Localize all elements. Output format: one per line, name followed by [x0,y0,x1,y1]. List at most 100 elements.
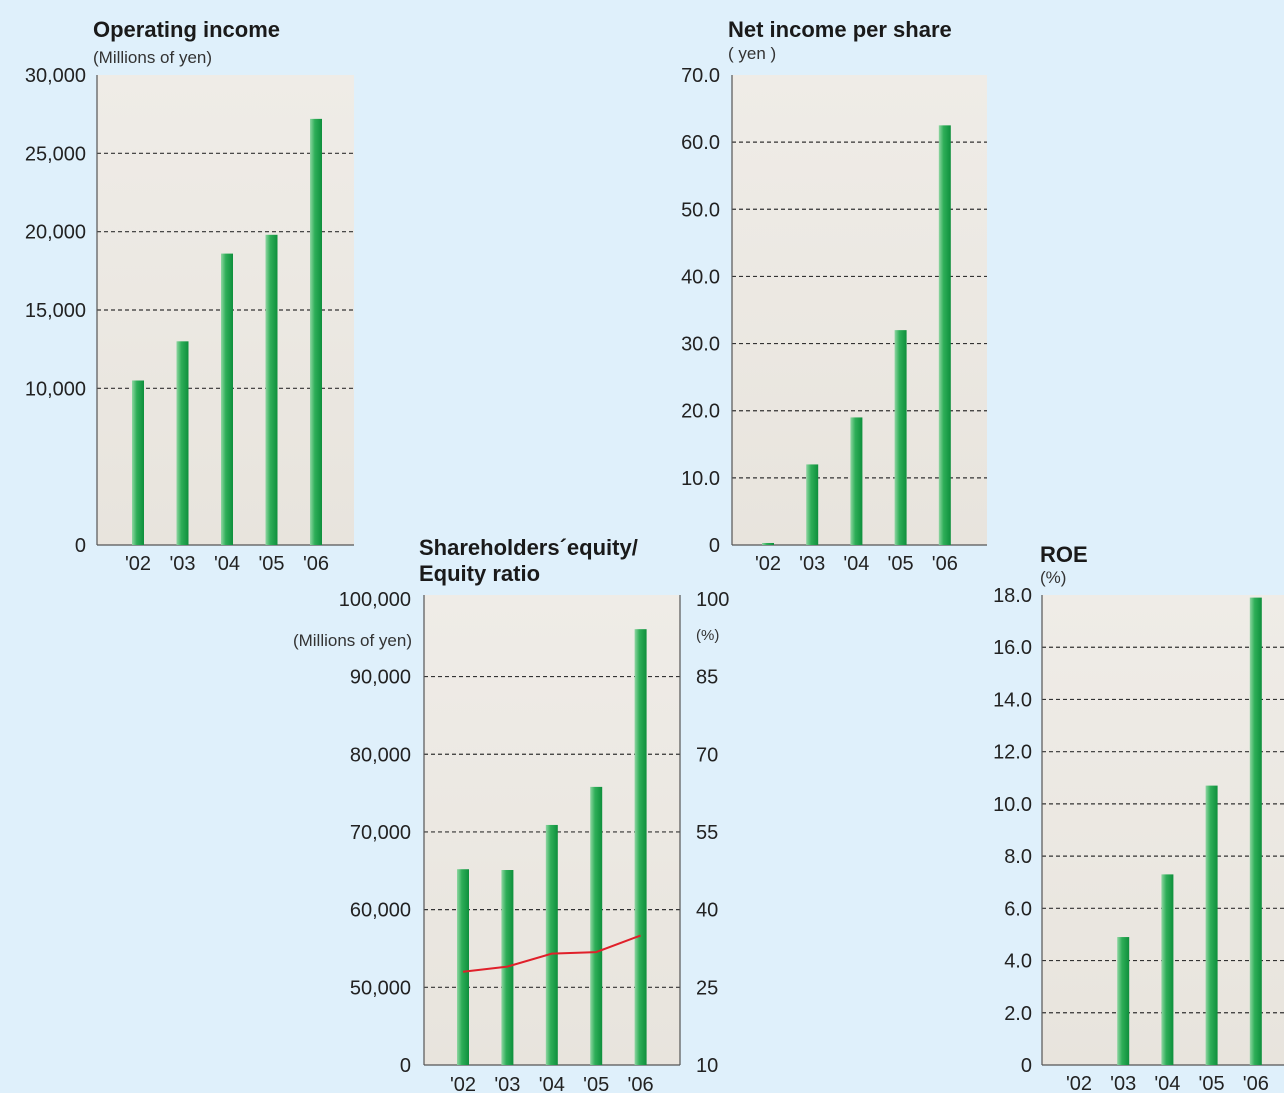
bar [221,253,233,545]
y-tick-label: 10,000 [25,378,86,400]
y-tick-label: 60.0 [681,132,720,154]
y-right-tick-label: 10 [696,1055,718,1077]
y-tick-label: 12.0 [993,742,1032,764]
x-tick-label: '03 [1110,1073,1136,1093]
y-tick-labels-right: 10 25 40 55 70 85 100 [696,589,729,1077]
bar [545,824,558,1065]
y-tick-label: 8.0 [1004,846,1032,868]
x-tick-label: '05 [583,1074,609,1093]
x-tick-label: '06 [932,553,958,575]
y-tick-label: 16.0 [993,637,1032,659]
chart-shareholders-equity: Shareholders´equity/ Equity ratio (Milli… [293,535,729,1093]
chart-unit: ( yen ) [728,44,776,63]
x-tick-label: '02 [125,553,151,575]
bar [310,118,322,545]
y-tick-label: 70,000 [350,822,411,844]
y-tick-label: 70.0 [681,65,720,87]
y-tick-label: 90,000 [350,667,411,689]
bar [457,869,469,1065]
y-tick-label: 20.0 [681,401,720,423]
bar [850,417,863,545]
chart-title: ROE [1040,542,1088,567]
right-axis-unit: (%) [696,627,719,644]
y-tick-label: 80,000 [350,744,411,766]
y-tick-labels: 0 10,000 15,000 20,000 25,000 30,000 [25,65,86,557]
series-line [462,934,641,973]
y-tick-label: 30.0 [681,334,720,356]
bar [132,380,144,545]
chart-unit: (%) [1040,568,1066,587]
y-right-tick-label: 55 [696,822,718,844]
x-tick-labels: '02 '03 '04 '05 '06 [125,553,329,575]
chart-unit: (Millions of yen) [93,48,212,67]
bar [1249,597,1262,1065]
bar [806,464,819,545]
equity-ratio-line [462,934,641,973]
bar [894,330,907,545]
x-tick-label: '05 [258,553,284,575]
y-tick-label: 10.0 [993,794,1032,816]
y-tick-label: 30,000 [25,65,86,87]
x-tick-label: '05 [888,553,914,575]
y-tick-label: 0 [1021,1055,1032,1077]
y-right-tick-label: 40 [696,900,718,922]
x-tick-label: '06 [1243,1073,1269,1093]
chart-title-line-2: Equity ratio [419,561,540,586]
y-tick-label: 14.0 [993,689,1032,711]
y-tick-label: 15,000 [25,300,86,322]
y-tick-label: 60,000 [350,900,411,922]
y-tick-labels-left: 0 50,000 60,000 70,000 80,000 90,000 100,000 [339,589,411,1077]
y-tick-label: 50,000 [350,977,411,999]
chart-roe: ROE (%) 0 2.0 4.0 6.0 8.0 10.0 12.0 14.0 16.0 18.… [993,542,1284,1093]
left-axis-unit: (Millions of yen) [293,631,412,650]
x-tick-label: '06 [303,553,329,575]
x-tick-label: '06 [628,1074,654,1093]
bars [1117,597,1262,1065]
bar [1205,785,1218,1065]
x-tick-label: '03 [169,553,195,575]
y-tick-label: 25,000 [25,143,86,165]
y-tick-label: 4.0 [1004,951,1032,973]
bar [590,786,603,1065]
y-tick-label: 50.0 [681,199,720,221]
bar [1117,937,1130,1065]
x-tick-label: '04 [214,553,240,575]
y-tick-labels: 0 10.0 20.0 30.0 40.0 50.0 60.0 70.0 [681,65,720,557]
bar [938,125,951,545]
x-tick-label: '04 [1154,1073,1180,1093]
x-tick-label: '02 [450,1074,476,1093]
y-tick-label: 40.0 [681,266,720,288]
chart-title-line-1: Shareholders´equity/ [419,535,638,560]
y-right-tick-label: 100 [696,589,729,611]
y-tick-label: 0 [400,1055,411,1077]
bars [762,125,951,545]
bar [762,542,774,545]
bar [1161,874,1174,1065]
y-tick-label: 0 [709,535,720,557]
x-tick-label: '04 [843,553,869,575]
y-tick-label: 2.0 [1004,1003,1032,1025]
y-right-tick-label: 25 [696,977,718,999]
y-right-tick-label: 85 [696,667,718,689]
x-tick-labels: '02 '03 '04 '05 '06 [450,1074,654,1093]
bars [132,118,322,546]
bar [176,341,189,545]
x-tick-label: '02 [1066,1073,1092,1093]
chart-title: Net income per share [728,17,952,42]
y-tick-label: 6.0 [1004,898,1032,920]
y-tick-label: 10.0 [681,468,720,490]
x-tick-label: '03 [494,1074,520,1093]
chart-net-income-per-share: Net income per share ( yen ) 0 10.0 20.0 30… [681,17,987,575]
chart-operating-income: Operating income (Millions of yen) 0 10,0… [25,17,354,575]
y-tick-labels: 0 2.0 4.0 6.0 8.0 10.0 12.0 14.0 16.0 18.0 [993,585,1032,1077]
x-tick-label: '05 [1199,1073,1225,1093]
y-tick-label: 0 [75,535,86,557]
y-tick-label: 20,000 [25,222,86,244]
x-tick-labels: '02 '03 '04 '05 '06 [1066,1073,1269,1093]
x-tick-label: '02 [755,553,781,575]
x-tick-label: '03 [799,553,825,575]
y-tick-label: 18.0 [993,585,1032,607]
bar [265,234,278,546]
bar [634,629,647,1065]
